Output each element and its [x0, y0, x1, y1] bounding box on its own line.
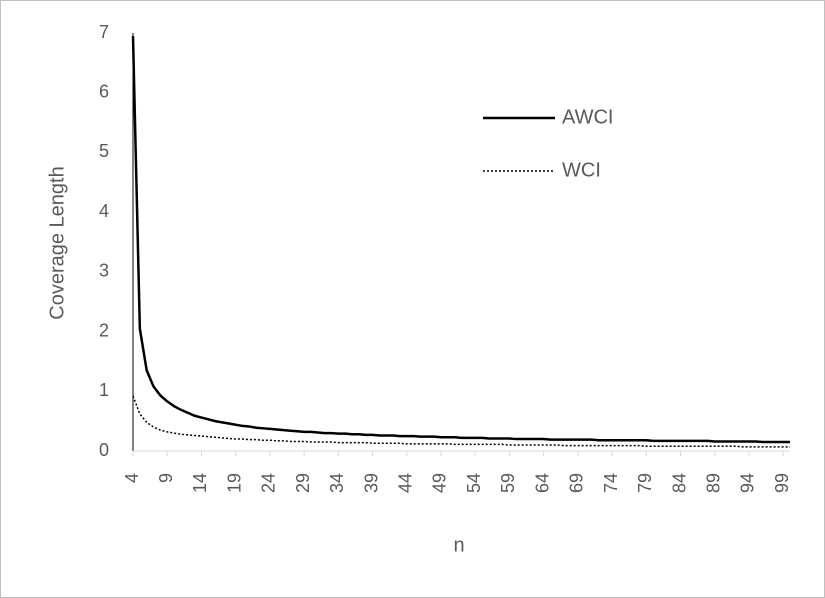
y-tick-label: 5 — [99, 141, 109, 161]
y-tick-label: 4 — [99, 201, 109, 221]
x-tick-label: 14 — [190, 473, 210, 493]
x-tick-label: 99 — [772, 473, 792, 493]
y-tick-label: 7 — [99, 22, 109, 42]
legend-label: WCI — [562, 159, 601, 181]
x-tick-label: 4 — [122, 473, 142, 483]
x-tick-label: 49 — [430, 473, 450, 493]
y-tick-label: 3 — [99, 261, 109, 281]
x-tick-label: 64 — [532, 473, 552, 493]
x-tick-label: 74 — [601, 473, 621, 493]
x-tick-label: 19 — [224, 473, 244, 493]
y-tick-label: 2 — [99, 320, 109, 340]
x-tick-label: 34 — [327, 473, 347, 493]
x-tick-label: 79 — [635, 473, 655, 493]
x-tick-label: 94 — [738, 473, 758, 493]
y-tick-label: 0 — [99, 440, 109, 460]
x-tick-label: 29 — [293, 473, 313, 493]
x-tick-label: 69 — [567, 473, 587, 493]
y-tick-label: 1 — [99, 380, 109, 400]
legend-label: AWCI — [562, 106, 613, 128]
x-tick-label: 89 — [703, 473, 723, 493]
x-tick-label: 54 — [464, 473, 484, 493]
series-line — [132, 395, 790, 448]
x-tick-label: 59 — [498, 473, 518, 493]
x-tick-label: 24 — [259, 473, 279, 493]
y-axis-title: Coverage Length — [46, 166, 68, 319]
y-tick-label: 6 — [99, 81, 109, 101]
series-line — [131, 35, 790, 444]
x-tick-label: 39 — [361, 473, 381, 493]
x-tick-label: 9 — [156, 473, 176, 483]
x-tick-label: 44 — [396, 473, 416, 493]
x-axis-title: n — [453, 534, 464, 556]
x-tick-label: 84 — [669, 473, 689, 493]
